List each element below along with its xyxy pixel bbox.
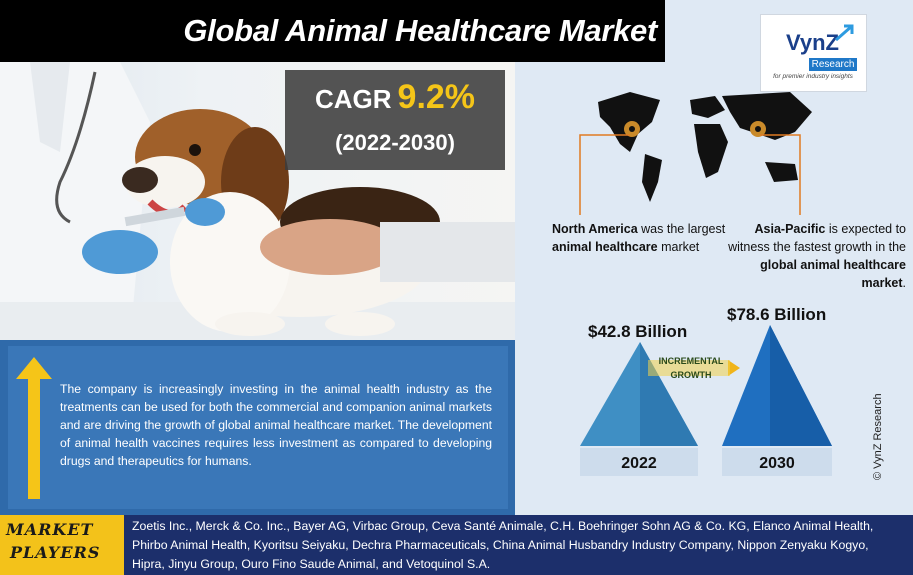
north-america-callout: North America was the largest animal hea… [552,222,726,254]
growth-pyramids [580,325,832,476]
logo-sub: Research [809,58,857,71]
value-2022: $42.8 Billion [588,322,688,341]
cagr-value: 9.2% [397,78,476,116]
year-2030: 2030 [759,455,795,472]
cagr-box [285,70,505,170]
market-players-label-line2: PLAYERS [10,543,101,562]
market-players-label-line1: MARKET [6,520,94,539]
copyright-vertical: © VynZ Research [872,393,884,480]
info-panel-inner [8,346,508,509]
year-2022: 2022 [621,455,657,472]
cagr-period: (2022-2030) [335,130,455,155]
vet-dog-illustration [0,62,515,340]
world-map-icon [598,92,812,202]
market-players-list: Zoetis Inc., Merck & Co. Inc., Bayer AG,… [132,519,874,571]
cagr-line: CAGR 9.2% [285,78,505,117]
page-title: Global Animal Healthcare Market [183,13,657,48]
market-players-label-box [0,515,124,575]
asia-pacific-callout: Asia-Pacific is expected to witness the … [728,222,906,290]
logo-tagline: for premier industry insights [773,73,853,80]
up-arrow-icon [16,357,52,499]
callout-connectors [579,134,801,215]
market-players-bar [0,515,913,575]
description-text: The company is increasingly investing in… [60,382,492,468]
title-bar [0,0,665,62]
logo-name: VynZ [786,30,839,55]
incremental-growth-label: INCREMENTAL GROWTH [658,356,724,380]
logo-arrow-icon [835,24,854,42]
cagr-label: CAGR [314,84,392,114]
value-2030: $78.6 Billion [727,305,827,324]
